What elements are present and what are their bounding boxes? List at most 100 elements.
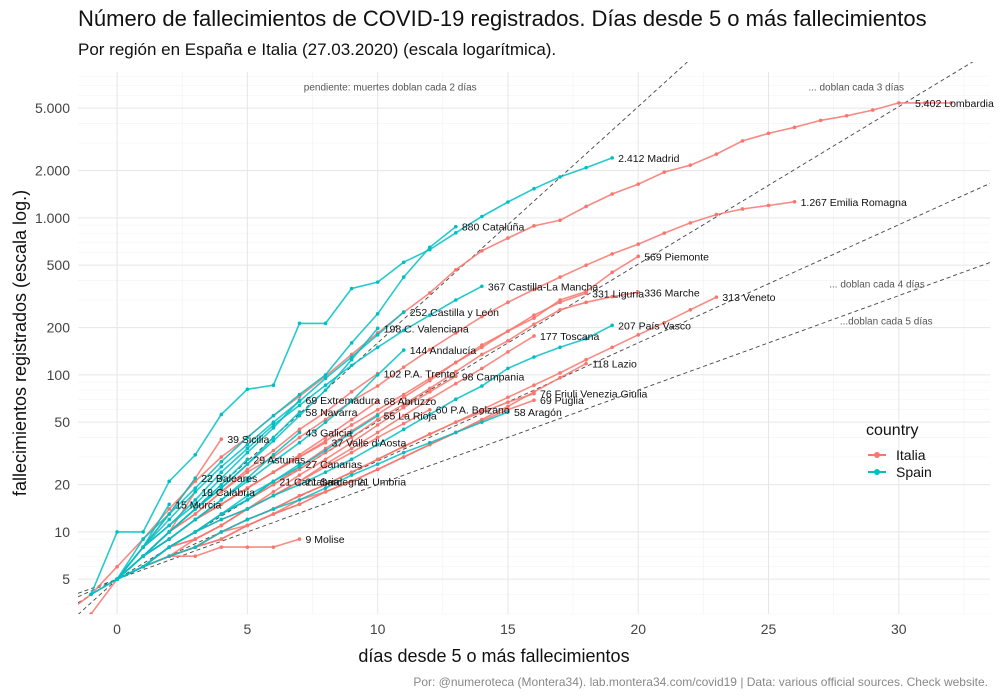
data-point [558,218,562,223]
data-point [245,435,250,440]
legend-item-italia: Italia [866,446,932,463]
data-point [532,391,536,396]
data-point [454,397,458,402]
data-point [427,378,432,383]
data-point [349,357,354,362]
doubling-line-label: ... doblan cada 4 días [829,280,925,291]
data-point [714,152,719,156]
series-end-label: 21 Umbria [358,476,407,488]
data-point [610,323,614,328]
data-point [480,284,484,289]
data-point [480,314,484,319]
data-point [401,444,406,449]
data-point [454,420,458,424]
legend-key-spain [866,465,888,479]
series-line [90,157,613,595]
series-end-label: 331 Liguria [592,288,644,300]
data-point [297,502,302,507]
series-end-label: 177 Toscana [540,331,600,343]
data-point [323,383,328,387]
data-point [245,507,250,511]
data-point [480,345,484,350]
data-point [662,320,667,325]
x-axis-title: días desde 5 o más fallecimientos [358,646,629,666]
data-point [167,523,171,528]
data-point [349,446,354,451]
data-point [375,312,380,316]
data-point [506,395,510,400]
data-point [375,467,380,472]
series-end-label: 98 Campania [462,371,525,383]
data-point [193,537,198,541]
x-tick-label: 25 [761,621,777,637]
data-point [323,462,328,466]
data-point [297,435,302,440]
data-point [532,224,536,228]
data-point [271,426,276,430]
data-point [584,300,588,305]
data-point [193,554,198,559]
data-point [219,498,224,502]
data-point [323,417,328,422]
data-point [427,347,432,352]
data-point [401,365,406,369]
data-point [714,212,719,217]
data-point [662,170,667,174]
data-point [349,399,354,404]
data-point [375,399,380,404]
series-end-label: 1.267 Emilia Romagna [801,197,907,209]
data-point [219,476,224,480]
series-end-label: 69 Puglia [540,395,584,407]
data-point [610,252,614,256]
data-point [323,410,328,414]
y-tick-label: 50 [54,414,70,430]
data-point [271,448,276,453]
legend-title: country [866,422,919,439]
series-end-label: 5.402 Lombardia [915,98,994,110]
data-point [897,101,901,105]
grid-lines [78,72,990,615]
data-point [454,381,458,386]
data-point [89,592,93,597]
data-point [115,530,119,534]
data-point [219,486,224,490]
data-point [401,450,406,455]
data-point [297,403,302,408]
data-point [401,275,406,279]
data-point [167,479,171,484]
data-point [297,398,302,403]
data-point [141,564,145,569]
data-point [297,537,302,541]
data-point [323,388,328,392]
data-point [167,530,171,534]
data-point [141,530,145,534]
data-point [297,498,302,502]
x-tick-label: 15 [500,621,516,637]
data-point [558,175,562,179]
data-point [558,275,562,279]
data-point [427,407,432,412]
data-point [375,407,380,412]
series-end-label: 43 Galicia [305,427,352,439]
data-point [610,192,614,196]
data-point [949,101,953,105]
data-point [584,361,588,366]
series-end-label: 39 Sicilia [227,434,269,446]
series-end-label: 60 P.A. Bolzano [436,405,510,417]
data-point [584,357,588,362]
data-point [375,462,380,466]
data-point [219,470,224,475]
series-end-label: 9 Molise [305,534,344,546]
data-point [193,502,198,507]
data-point [271,479,276,484]
data-point [271,435,276,440]
series-end-label: 2.412 Madrid [618,153,679,165]
data-point [219,545,224,549]
data-point [219,412,224,417]
series-end-label: 55 La Rioja [384,411,437,423]
data-point [375,423,380,427]
data-point [427,390,432,394]
data-point [506,400,510,405]
data-point [401,260,406,265]
series-end-label: 198 C. Valenciana [384,323,469,335]
